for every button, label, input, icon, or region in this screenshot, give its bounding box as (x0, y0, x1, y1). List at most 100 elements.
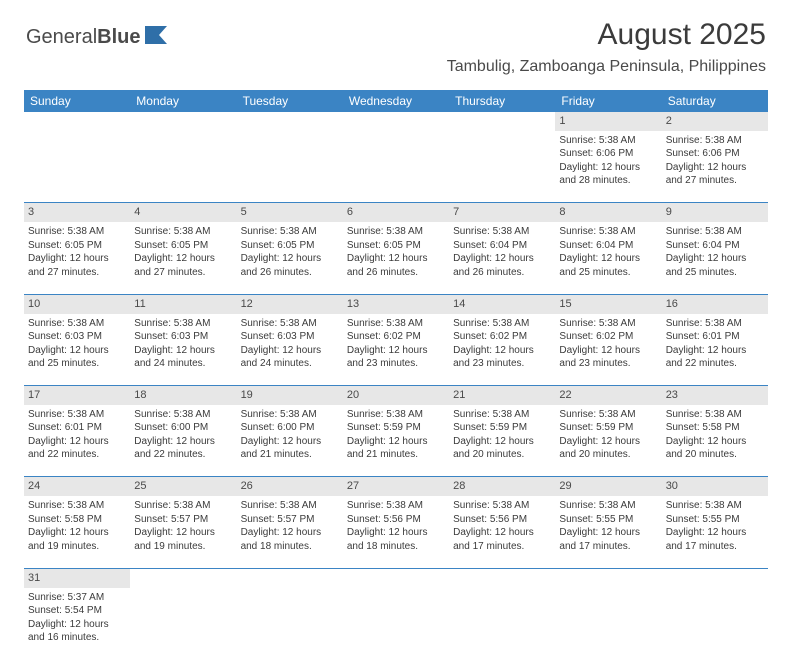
day-cell (237, 588, 343, 660)
day-content-row: Sunrise: 5:37 AMSunset: 5:54 PMDaylight:… (24, 588, 768, 660)
weekday-header: Wednesday (343, 90, 449, 112)
day-details: Sunrise: 5:38 AMSunset: 6:05 PMDaylight:… (347, 225, 445, 279)
day-content-row: Sunrise: 5:38 AMSunset: 6:03 PMDaylight:… (24, 314, 768, 386)
day-details: Sunrise: 5:38 AMSunset: 5:55 PMDaylight:… (666, 499, 764, 553)
day-cell: Sunrise: 5:38 AMSunset: 5:59 PMDaylight:… (343, 405, 449, 477)
day-details: Sunrise: 5:38 AMSunset: 6:05 PMDaylight:… (134, 225, 232, 279)
day-number: 7 (449, 203, 555, 222)
day-number: 3 (24, 203, 130, 222)
day-details: Sunrise: 5:38 AMSunset: 6:04 PMDaylight:… (453, 225, 551, 279)
day-number: 14 (449, 294, 555, 313)
weekday-header: Tuesday (237, 90, 343, 112)
day-cell: Sunrise: 5:38 AMSunset: 6:00 PMDaylight:… (130, 405, 236, 477)
day-cell: Sunrise: 5:38 AMSunset: 6:02 PMDaylight:… (555, 314, 661, 386)
day-number: 1 (555, 112, 661, 131)
day-cell: Sunrise: 5:38 AMSunset: 6:05 PMDaylight:… (130, 222, 236, 294)
day-cell: Sunrise: 5:38 AMSunset: 5:56 PMDaylight:… (343, 496, 449, 568)
day-number (555, 568, 661, 587)
day-cell (130, 588, 236, 660)
day-content-row: Sunrise: 5:38 AMSunset: 5:58 PMDaylight:… (24, 496, 768, 568)
day-number: 25 (130, 477, 236, 496)
day-details: Sunrise: 5:38 AMSunset: 6:01 PMDaylight:… (28, 408, 126, 462)
day-number: 4 (130, 203, 236, 222)
day-cell (662, 588, 768, 660)
day-details: Sunrise: 5:38 AMSunset: 6:02 PMDaylight:… (559, 317, 657, 371)
daynum-row: 10111213141516 (24, 294, 768, 313)
day-cell (555, 588, 661, 660)
weekday-header: Thursday (449, 90, 555, 112)
day-cell (343, 131, 449, 203)
day-details: Sunrise: 5:38 AMSunset: 6:06 PMDaylight:… (666, 134, 764, 188)
day-details: Sunrise: 5:38 AMSunset: 6:04 PMDaylight:… (666, 225, 764, 279)
logo-text: GeneralBlue (26, 26, 141, 49)
day-number: 22 (555, 386, 661, 405)
day-number (449, 568, 555, 587)
day-details: Sunrise: 5:38 AMSunset: 6:02 PMDaylight:… (347, 317, 445, 371)
day-number (449, 112, 555, 131)
day-cell: Sunrise: 5:38 AMSunset: 6:01 PMDaylight:… (662, 314, 768, 386)
day-details: Sunrise: 5:38 AMSunset: 6:03 PMDaylight:… (28, 317, 126, 371)
day-cell: Sunrise: 5:38 AMSunset: 5:58 PMDaylight:… (24, 496, 130, 568)
day-details: Sunrise: 5:38 AMSunset: 6:01 PMDaylight:… (666, 317, 764, 371)
day-cell: Sunrise: 5:38 AMSunset: 5:55 PMDaylight:… (662, 496, 768, 568)
day-number: 9 (662, 203, 768, 222)
title-block: August 2025 Tambulig, Zamboanga Peninsul… (447, 18, 766, 76)
day-number (237, 568, 343, 587)
day-details: Sunrise: 5:38 AMSunset: 6:03 PMDaylight:… (134, 317, 232, 371)
logo-part2: Blue (97, 26, 140, 48)
day-number: 29 (555, 477, 661, 496)
day-cell (237, 131, 343, 203)
logo: GeneralBlue (26, 26, 171, 49)
day-cell (449, 131, 555, 203)
day-number: 17 (24, 386, 130, 405)
day-number: 18 (130, 386, 236, 405)
day-details: Sunrise: 5:38 AMSunset: 5:59 PMDaylight:… (559, 408, 657, 462)
day-cell (449, 588, 555, 660)
day-cell (24, 131, 130, 203)
day-content-row: Sunrise: 5:38 AMSunset: 6:01 PMDaylight:… (24, 405, 768, 477)
day-number: 27 (343, 477, 449, 496)
day-number (24, 112, 130, 131)
day-number: 31 (24, 568, 130, 587)
day-details: Sunrise: 5:38 AMSunset: 6:06 PMDaylight:… (559, 134, 657, 188)
weekday-header-row: Sunday Monday Tuesday Wednesday Thursday… (24, 90, 768, 112)
day-number: 28 (449, 477, 555, 496)
day-cell: Sunrise: 5:38 AMSunset: 5:57 PMDaylight:… (130, 496, 236, 568)
day-number (237, 112, 343, 131)
day-cell: Sunrise: 5:38 AMSunset: 6:03 PMDaylight:… (130, 314, 236, 386)
day-cell (343, 588, 449, 660)
day-number (343, 112, 449, 131)
day-number (662, 568, 768, 587)
day-details: Sunrise: 5:38 AMSunset: 5:59 PMDaylight:… (453, 408, 551, 462)
day-number: 24 (24, 477, 130, 496)
location: Tambulig, Zamboanga Peninsula, Philippin… (447, 58, 766, 76)
day-cell: Sunrise: 5:38 AMSunset: 6:04 PMDaylight:… (449, 222, 555, 294)
day-number: 11 (130, 294, 236, 313)
day-details: Sunrise: 5:38 AMSunset: 6:00 PMDaylight:… (241, 408, 339, 462)
day-number (130, 112, 236, 131)
weekday-header: Sunday (24, 90, 130, 112)
day-cell: Sunrise: 5:38 AMSunset: 6:05 PMDaylight:… (24, 222, 130, 294)
day-cell: Sunrise: 5:38 AMSunset: 6:05 PMDaylight:… (343, 222, 449, 294)
day-details: Sunrise: 5:38 AMSunset: 6:03 PMDaylight:… (241, 317, 339, 371)
day-number: 15 (555, 294, 661, 313)
day-cell: Sunrise: 5:38 AMSunset: 6:04 PMDaylight:… (662, 222, 768, 294)
day-cell: Sunrise: 5:38 AMSunset: 5:57 PMDaylight:… (237, 496, 343, 568)
day-number: 8 (555, 203, 661, 222)
daynum-row: 17181920212223 (24, 386, 768, 405)
day-details: Sunrise: 5:38 AMSunset: 6:04 PMDaylight:… (559, 225, 657, 279)
daynum-row: 24252627282930 (24, 477, 768, 496)
calendar-table: Sunday Monday Tuesday Wednesday Thursday… (24, 90, 768, 660)
flag-icon (145, 26, 171, 49)
day-number: 30 (662, 477, 768, 496)
header: GeneralBlue August 2025 Tambulig, Zamboa… (0, 0, 792, 84)
day-number: 21 (449, 386, 555, 405)
day-number: 26 (237, 477, 343, 496)
day-number: 12 (237, 294, 343, 313)
day-number (343, 568, 449, 587)
day-details: Sunrise: 5:38 AMSunset: 5:57 PMDaylight:… (134, 499, 232, 553)
day-cell: Sunrise: 5:38 AMSunset: 5:58 PMDaylight:… (662, 405, 768, 477)
day-cell (130, 131, 236, 203)
day-details: Sunrise: 5:38 AMSunset: 5:56 PMDaylight:… (347, 499, 445, 553)
day-cell: Sunrise: 5:38 AMSunset: 5:59 PMDaylight:… (449, 405, 555, 477)
